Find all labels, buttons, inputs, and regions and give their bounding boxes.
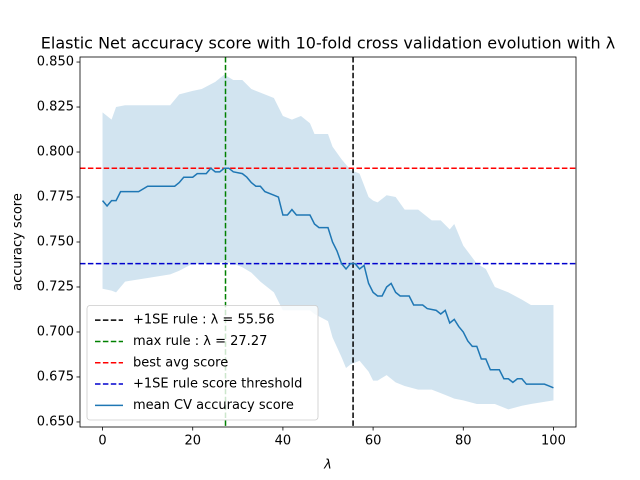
x-tick-label: 40 bbox=[275, 434, 292, 449]
legend-box bbox=[86, 305, 319, 421]
y-tick-label: 0.700 bbox=[37, 324, 74, 339]
y-tick-label: 0.750 bbox=[37, 235, 74, 250]
x-tick-label: 100 bbox=[541, 434, 566, 449]
y-tick-label: 0.725 bbox=[37, 279, 74, 294]
x-tick-label: 80 bbox=[455, 434, 472, 449]
y-axis-label: accuracy score bbox=[11, 193, 26, 291]
y-tick-label: 0.775 bbox=[37, 190, 74, 205]
legend-label: best avg score bbox=[133, 355, 228, 370]
legend-label: +1SE rule score threshold bbox=[133, 377, 302, 392]
y-tick-label: 0.650 bbox=[37, 414, 74, 429]
x-tick-label: 60 bbox=[365, 434, 382, 449]
legend-label: +1SE rule : λ = 55.56 bbox=[133, 313, 275, 328]
chart-title: Elastic Net accuracy score with 10-fold … bbox=[41, 34, 615, 53]
y-tick-label: 0.850 bbox=[37, 55, 74, 70]
legend-label: mean CV accuracy score bbox=[133, 398, 294, 413]
confidence-band bbox=[102, 74, 554, 410]
y-tick-label: 0.800 bbox=[37, 145, 74, 160]
mean-line bbox=[101, 167, 554, 389]
y-tick-label: 0.825 bbox=[37, 100, 74, 115]
legend-label: max rule : λ = 27.27 bbox=[133, 334, 267, 349]
y-tick-label: 0.675 bbox=[37, 369, 74, 384]
x-tick-label: 20 bbox=[184, 434, 201, 449]
x-axis-label: λ bbox=[323, 458, 332, 473]
x-tick-label: 0 bbox=[98, 434, 106, 449]
